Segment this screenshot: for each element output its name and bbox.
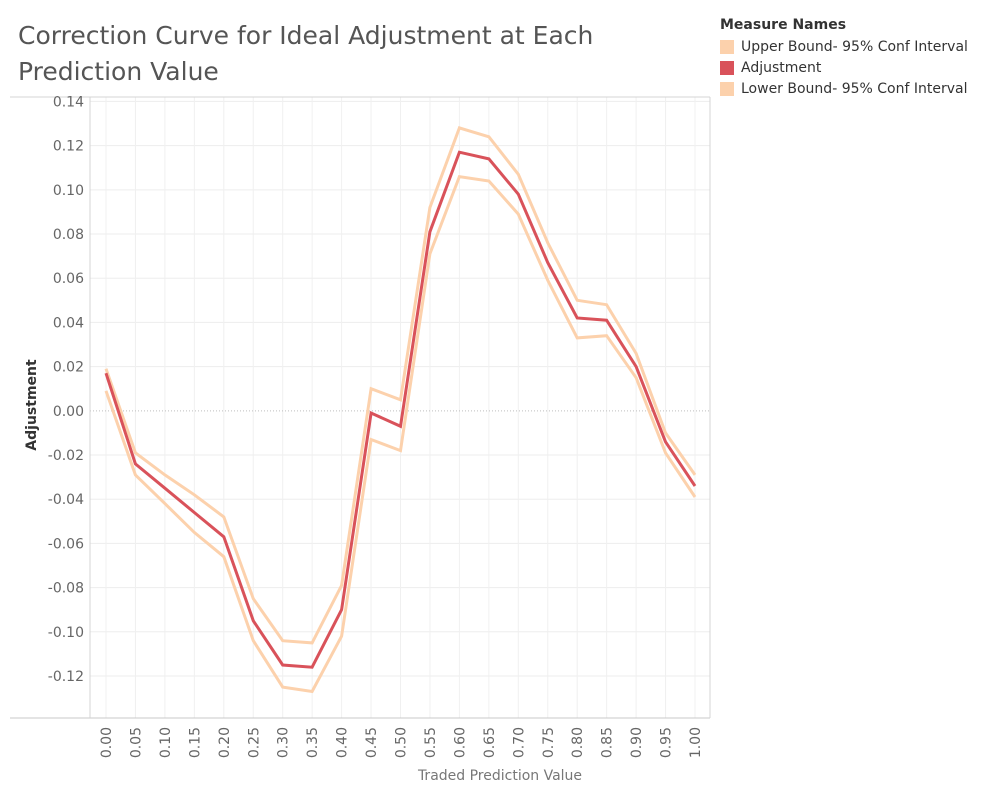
x-tick-label: 0.60 [452, 727, 468, 758]
y-tick: -0.10 [48, 625, 84, 641]
x-tick-label: 0.75 [541, 727, 557, 758]
x-tick-label: 0.40 [335, 727, 351, 758]
x-tick: 0.30 [276, 727, 292, 758]
y-tick-label: 0.00 [53, 404, 84, 420]
x-tick-label: 0.10 [158, 727, 174, 758]
x-tick: 0.60 [452, 727, 468, 758]
x-tick-label: 0.70 [511, 727, 527, 758]
x-tick-label: 0.50 [394, 727, 410, 758]
x-tick: 1.00 [688, 727, 704, 758]
x-tick-label: 0.15 [187, 727, 203, 758]
x-tick-label: 0.45 [364, 727, 380, 758]
series-line-adjustment[interactable] [104, 150, 697, 669]
legend-label-lower-bound: Lower Bound- 95% Conf Interval [741, 80, 968, 97]
y-axis-title: Adjustment [24, 359, 40, 451]
x-tick-label: 0.00 [99, 727, 115, 758]
y-tick-label: -0.12 [48, 669, 84, 685]
x-tick-label: 0.25 [246, 727, 262, 758]
legend-swatch-lower-bound [720, 81, 734, 96]
y-tick-label: -0.10 [48, 625, 84, 641]
x-tick-label: 0.90 [629, 727, 645, 758]
x-tick: 0.95 [659, 727, 675, 758]
y-tick: -0.04 [48, 492, 84, 508]
y-axis-ticks: 0.14 0.12 0.10 0.08 0.06 0.04 0.02 0.00 -0.02 -0.… [48, 94, 84, 685]
y-tick-label: 0.14 [53, 94, 84, 110]
series-line-lower-bound[interactable] [104, 174, 697, 694]
x-tick-label: 0.65 [482, 727, 498, 758]
y-tick-label: -0.08 [48, 581, 84, 597]
x-tick: 0.45 [364, 727, 380, 758]
y-tick: 0.14 [53, 94, 84, 110]
y-tick: 0.04 [53, 315, 84, 331]
y-tick: -0.02 [48, 448, 84, 464]
y-tick: 0.12 [53, 139, 84, 155]
y-tick: 0.08 [53, 227, 84, 243]
x-tick: 0.80 [570, 727, 586, 758]
series-line-upper-bound[interactable] [104, 126, 697, 645]
y-tick-label: 0.08 [53, 227, 84, 243]
y-tick: 0.00 [53, 404, 84, 420]
chart-title: Correction Curve for Ideal Adjustment at… [18, 21, 594, 86]
y-tick: -0.12 [48, 669, 84, 685]
y-tick-label: 0.04 [53, 315, 84, 331]
y-tick: 0.02 [53, 360, 84, 376]
x-tick: 0.75 [541, 727, 557, 758]
y-tick: -0.08 [48, 581, 84, 597]
x-tick-label: 0.55 [423, 727, 439, 758]
legend-swatch-upper-bound [720, 39, 734, 54]
x-tick: 0.05 [128, 727, 144, 758]
x-tick-label: 0.85 [600, 727, 616, 758]
x-tick-label: 1.00 [688, 727, 704, 758]
y-tick-label: 0.02 [53, 360, 84, 376]
x-tick: 0.40 [335, 727, 351, 758]
y-tick: 0.10 [53, 183, 84, 199]
axes [10, 96, 711, 719]
legend-item-adjustment[interactable]: Adjustment [720, 57, 995, 78]
y-tick: -0.06 [48, 536, 84, 552]
legend: Measure Names Upper Bound- 95% Conf Inte… [720, 14, 995, 99]
x-tick: 0.20 [217, 727, 233, 758]
legend-title: Measure Names [720, 17, 847, 33]
x-tick: 0.15 [187, 727, 203, 758]
x-tick: 0.85 [600, 727, 616, 758]
x-tick: 0.00 [99, 727, 115, 758]
legend-label-upper-bound: Upper Bound- 95% Conf Interval [741, 38, 968, 55]
x-tick-label: 0.95 [659, 727, 675, 758]
x-tick: 0.90 [629, 727, 645, 758]
x-tick-label: 0.20 [217, 727, 233, 758]
x-tick-label: 0.05 [128, 727, 144, 758]
y-tick-label: -0.04 [48, 492, 84, 508]
x-axis-ticks: 0.00 0.05 0.10 0.15 0.20 0.25 0.30 0.35 0.40 0.45… [99, 727, 704, 758]
x-tick: 0.35 [305, 727, 321, 758]
x-tick: 0.65 [482, 727, 498, 758]
legend-label-adjustment: Adjustment [741, 59, 822, 76]
x-tick-label: 0.80 [570, 727, 586, 758]
x-tick-label: 0.35 [305, 727, 321, 758]
legend-swatch-adjustment [720, 60, 734, 75]
x-axis-title: Traded Prediction Value [417, 768, 582, 784]
x-tick: 0.10 [158, 727, 174, 758]
gridlines [90, 97, 710, 718]
y-tick-label: 0.10 [53, 183, 84, 199]
x-tick: 0.55 [423, 727, 439, 758]
x-tick-label: 0.30 [276, 727, 292, 758]
y-tick: 0.06 [53, 271, 84, 287]
y-tick-label: 0.12 [53, 139, 84, 155]
legend-item-lower-bound[interactable]: Lower Bound- 95% Conf Interval [720, 78, 995, 99]
x-tick: 0.25 [246, 727, 262, 758]
series-lines [104, 126, 697, 694]
y-tick-label: 0.06 [53, 271, 84, 287]
legend-item-upper-bound[interactable]: Upper Bound- 95% Conf Interval [720, 36, 995, 57]
x-tick: 0.50 [394, 727, 410, 758]
y-tick-label: -0.06 [48, 536, 84, 552]
x-tick: 0.70 [511, 727, 527, 758]
y-tick-label: -0.02 [48, 448, 84, 464]
